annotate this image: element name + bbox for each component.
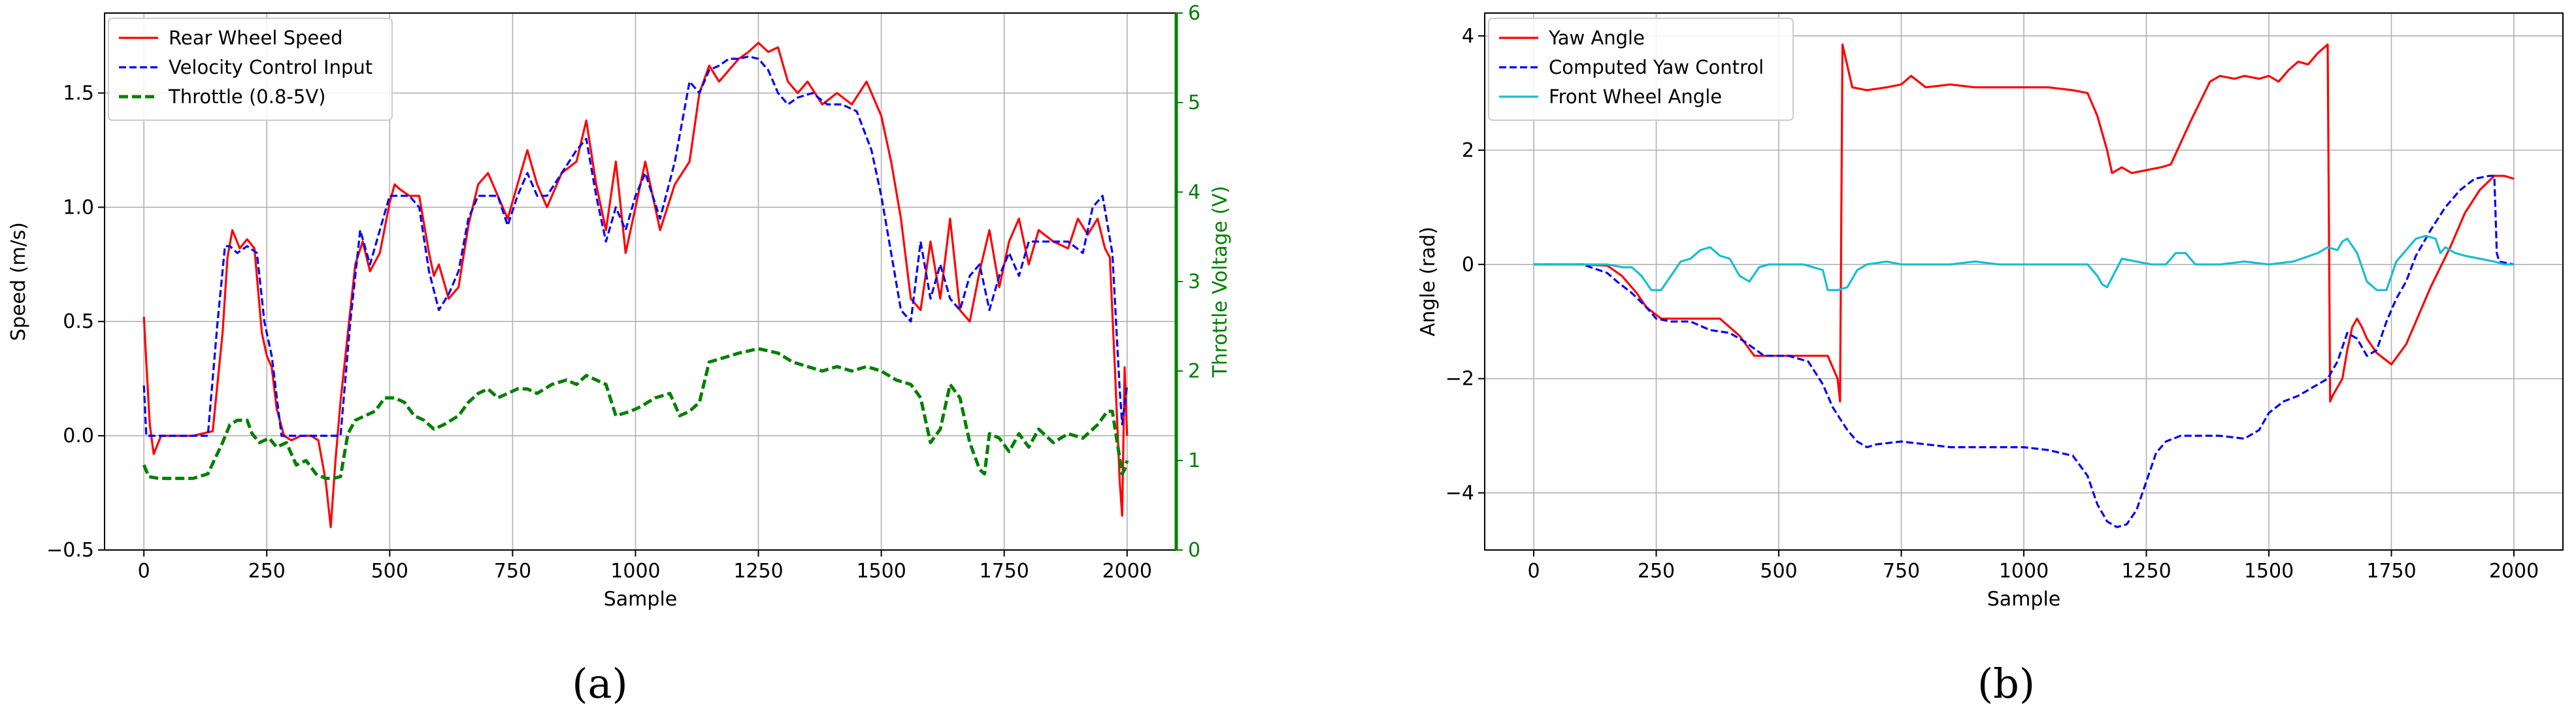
x-tick-label: 2000	[2489, 560, 2539, 583]
y-tick-label: 0	[1462, 253, 1474, 276]
panel-b-legend: Yaw Angle Computed Yaw Control Front Wheel…	[1488, 18, 1794, 121]
x-tick-label: 500	[371, 560, 408, 583]
legend-label: Front Wheel Angle	[1549, 86, 1722, 108]
y2-tick-label: 4	[1188, 181, 1200, 204]
legend-label: Rear Wheel Speed	[169, 27, 343, 49]
panel-b: 0 250 500 750 1000 1250 1500 1750 2000 −4 −2 0 2 4 S…	[1417, 12, 2564, 707]
series-line-3	[1534, 235, 2514, 291]
y2-tick-label: 0	[1188, 539, 1200, 562]
x-tick-label: 1000	[1999, 560, 2049, 583]
y2-tick-label: 6	[1188, 2, 1200, 25]
x-tick-label: 2000	[1102, 560, 1152, 583]
panel-a: 0 250 500 750 1000 1250 1500 1750 2000 −0.50.00.…	[7, 2, 1232, 707]
x-tick-label: 1750	[980, 560, 1029, 583]
legend-label: Throttle (0.8-5V)	[168, 86, 325, 108]
panel-a-y2-axis-label: Throttle Voltage (V)	[1209, 186, 1232, 378]
x-tick-label: 1500	[856, 560, 906, 583]
y2-tick-label: 2	[1188, 360, 1200, 383]
y-tick-label: 0.0	[63, 425, 94, 447]
x-tick-label: 0	[1527, 560, 1540, 583]
y-tick-label: −4	[1445, 482, 1474, 505]
panel-b-x-ticks: 0 250 500 750 1000 1250 1500 1750 2000	[1527, 550, 2539, 583]
y2-tick-label: 5	[1188, 91, 1200, 114]
panel-a-series	[142, 41, 1129, 528]
y-tick-label: −2	[1445, 368, 1474, 391]
x-tick-label: 1000	[610, 560, 660, 583]
panel-a-legend-box	[108, 18, 393, 121]
panel-a-y-ticks: −0.5 0.0 0.5 1.0 1.5	[46, 82, 105, 562]
panel-a-y2-ticks: 0 1 2 3 4 5 6	[1174, 2, 1200, 562]
x-tick-label: 250	[1638, 560, 1675, 583]
x-tick-label: 750	[1883, 560, 1920, 583]
panel-b-y-ticks: −4 −2 0 2 4	[1445, 25, 1485, 505]
series-line-2	[142, 55, 1129, 437]
series-line-3	[142, 347, 1129, 480]
legend-label: Computed Yaw Control	[1549, 56, 1764, 78]
panel-a-legend: Rear Wheel Speed Velocity Control Input Th…	[108, 18, 393, 121]
y-tick-label: 1.5	[63, 82, 94, 105]
panel-a-y-axis-label: Speed (m/s)	[7, 222, 30, 341]
y-tick-label: −0.5	[46, 539, 94, 562]
x-tick-label: 1750	[2366, 560, 2416, 583]
x-tick-label: 1500	[2244, 560, 2294, 583]
panel-b-y-axis-label: Angle (rad)	[1417, 227, 1440, 336]
panel-b-series	[1534, 43, 2515, 528]
y2-tick-label: 1	[1188, 449, 1200, 472]
panel-a-x-ticks: 0 250 500 750 1000 1250 1500 1750 2000	[138, 550, 1152, 583]
y-tick-label: 0.5	[63, 310, 94, 333]
panel-b-legend-box	[1488, 18, 1794, 121]
legend-label: Velocity Control Input	[169, 56, 372, 78]
x-tick-label: 250	[248, 560, 286, 583]
y-tick-label: 1.0	[63, 196, 94, 219]
panel-a-label: (a)	[572, 660, 627, 707]
panel-a-x-axis-label: Sample	[604, 588, 678, 611]
x-tick-label: 500	[1760, 560, 1797, 583]
legend-label: Yaw Angle	[1548, 27, 1645, 49]
y-tick-label: 4	[1462, 25, 1474, 48]
series-line-2	[1534, 174, 2515, 528]
x-tick-label: 1250	[733, 560, 783, 583]
y2-tick-label: 3	[1188, 270, 1200, 293]
x-tick-label: 750	[494, 560, 531, 583]
y-tick-label: 2	[1462, 139, 1474, 162]
panel-b-x-axis-label: Sample	[1987, 588, 2061, 611]
x-tick-label: 0	[138, 560, 150, 583]
panel-b-label: (b)	[1977, 660, 2035, 707]
x-tick-label: 1250	[2121, 560, 2171, 583]
